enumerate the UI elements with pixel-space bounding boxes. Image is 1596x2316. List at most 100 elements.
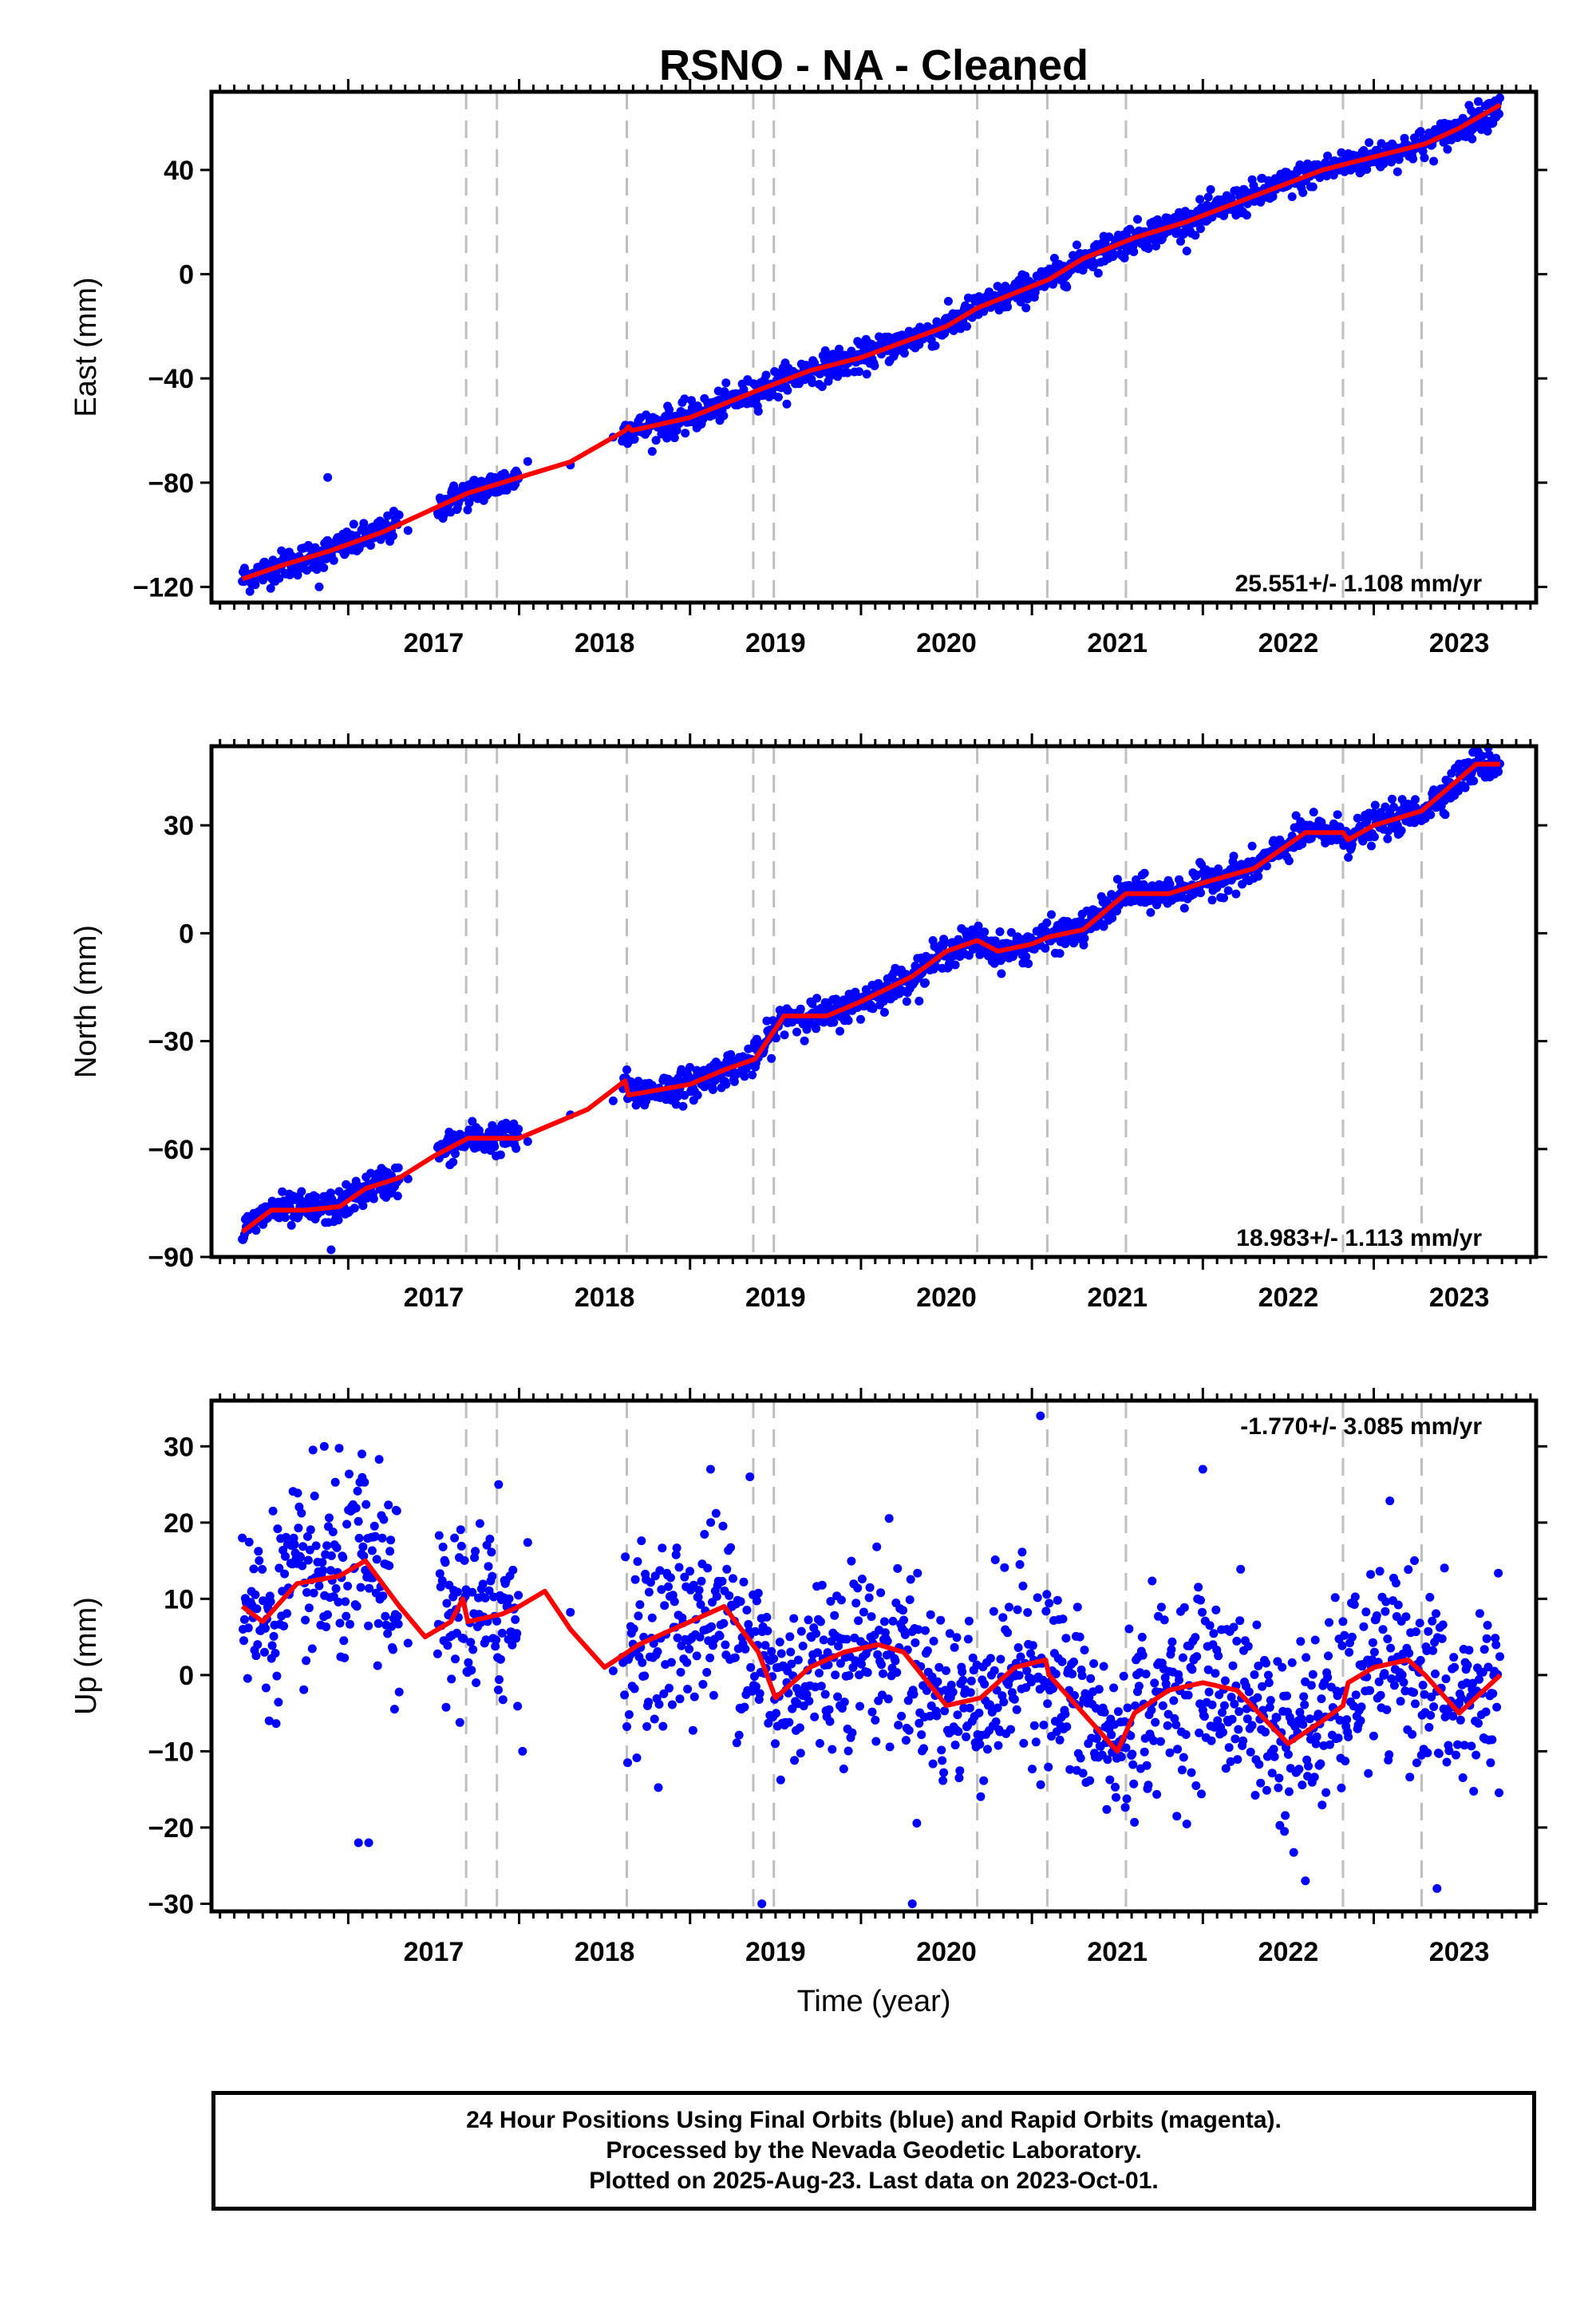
data-point <box>259 575 268 585</box>
data-point <box>1080 934 1089 943</box>
data-point <box>680 1572 689 1582</box>
data-point <box>1393 167 1402 176</box>
data-point <box>1121 1743 1131 1753</box>
data-point <box>1278 1662 1287 1672</box>
data-point <box>1156 1603 1166 1612</box>
data-point <box>991 1717 1001 1726</box>
data-point <box>1274 1783 1283 1792</box>
data-point <box>1049 1684 1057 1694</box>
data-point <box>915 1718 924 1728</box>
data-point <box>721 1080 731 1089</box>
data-point <box>1296 1637 1306 1646</box>
data-point <box>1024 959 1033 968</box>
data-point <box>1254 1760 1264 1769</box>
data-point <box>938 1776 948 1785</box>
data-point <box>1432 1609 1440 1618</box>
data-point <box>995 927 1005 936</box>
data-point <box>901 1736 911 1745</box>
data-point <box>393 1619 403 1629</box>
data-point <box>1401 1612 1411 1622</box>
data-point <box>1158 1701 1167 1710</box>
data-point <box>1456 1694 1466 1703</box>
data-point <box>654 1700 664 1709</box>
data-point <box>986 1654 995 1663</box>
data-point <box>1283 1749 1293 1759</box>
data-point <box>1187 1768 1196 1777</box>
data-point <box>464 1658 473 1667</box>
data-point <box>819 1018 828 1027</box>
data-point <box>721 1640 730 1650</box>
data-point <box>1472 1750 1481 1760</box>
data-point <box>319 563 329 572</box>
data-point <box>1203 1665 1213 1674</box>
data-point <box>831 1670 840 1680</box>
data-point <box>722 1564 732 1574</box>
data-point <box>796 1626 806 1636</box>
data-point <box>1229 852 1238 861</box>
data-point <box>1284 856 1294 866</box>
data-point <box>359 519 369 528</box>
data-point <box>354 1533 364 1543</box>
data-point <box>966 1688 975 1697</box>
data-point <box>1152 900 1162 910</box>
x-tick-label: 2018 <box>575 1282 635 1313</box>
data-point <box>1167 1637 1177 1646</box>
data-point <box>863 1668 872 1678</box>
x-tick-label: 2017 <box>404 628 464 658</box>
data-point <box>751 1682 760 1691</box>
data-point <box>1207 1736 1216 1745</box>
data-point <box>1226 1757 1235 1766</box>
y-tick-label: 40 <box>164 156 194 186</box>
data-point <box>622 1722 631 1731</box>
data-point <box>859 1607 868 1617</box>
data-point <box>1376 1690 1385 1700</box>
data-point <box>955 1766 965 1776</box>
data-point <box>1494 767 1503 777</box>
data-point <box>948 1687 958 1697</box>
data-point <box>1330 1593 1340 1603</box>
data-point <box>441 1702 451 1712</box>
data-point <box>1375 1567 1385 1576</box>
data-point <box>1429 1702 1439 1711</box>
data-point <box>968 1653 978 1662</box>
data-point <box>1005 1603 1013 1612</box>
data-point <box>623 1758 632 1768</box>
data-point <box>1094 1685 1104 1694</box>
data-point <box>1310 1773 1319 1782</box>
data-point <box>740 1072 749 1081</box>
data-point <box>780 1030 789 1040</box>
data-point <box>1460 783 1470 792</box>
data-point <box>692 1651 701 1661</box>
data-point <box>268 1506 278 1516</box>
data-point <box>983 1745 992 1754</box>
data-point <box>322 1541 332 1551</box>
data-point <box>1254 1662 1263 1670</box>
data-point <box>365 1583 374 1593</box>
data-point <box>647 1613 657 1622</box>
data-point <box>1340 1630 1349 1640</box>
data-point <box>912 1819 922 1828</box>
model-line <box>240 761 1500 1234</box>
data-point <box>1303 1772 1312 1781</box>
data-point <box>1230 1699 1239 1709</box>
data-point <box>790 1756 800 1765</box>
data-point <box>740 1702 749 1712</box>
data-point <box>678 1101 688 1111</box>
data-point <box>350 1203 359 1213</box>
data-point <box>1298 188 1308 197</box>
data-point <box>1250 1791 1260 1800</box>
data-point <box>1362 164 1372 174</box>
outlier-point <box>326 1245 336 1255</box>
data-point <box>753 406 763 416</box>
data-point <box>1211 1669 1220 1678</box>
data-point <box>1236 1564 1246 1574</box>
data-point <box>1299 1692 1309 1701</box>
data-point <box>310 1492 319 1500</box>
data-point <box>1302 1653 1311 1662</box>
data-point <box>997 969 1006 978</box>
data-point <box>1367 841 1376 851</box>
data-point <box>941 1686 950 1695</box>
data-point <box>1396 1697 1405 1706</box>
data-point <box>999 1697 1009 1707</box>
y-tick-label: −20 <box>148 1813 194 1844</box>
